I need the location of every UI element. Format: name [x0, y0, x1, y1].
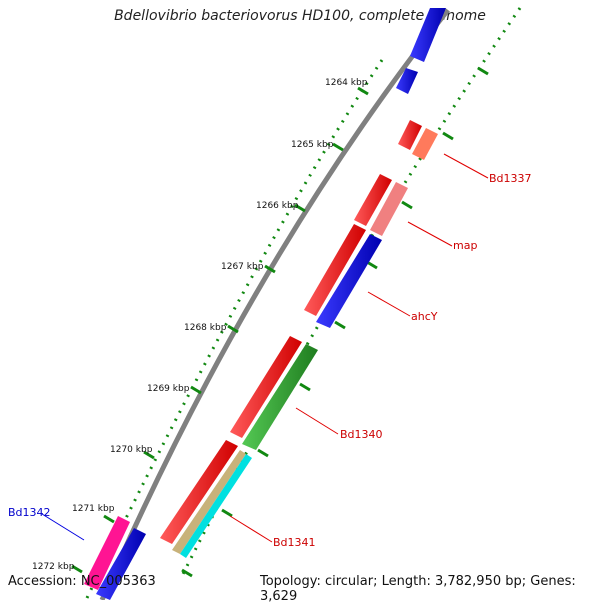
gene-label-bd1340[interactable]: Bd1340 — [340, 428, 383, 441]
gene-arrow-bd1337-red[interactable] — [398, 120, 422, 150]
map-title: Bdellovibrio bacteriovorus HD100, comple… — [114, 8, 486, 24]
leader-map — [407, 221, 453, 247]
tick-label-1265: 1265 kbp — [291, 140, 334, 150]
gene-arrow-ahcy-red[interactable] — [304, 224, 366, 316]
tick-marks — [71, 66, 489, 578]
gene-arrow-bd1340-red[interactable] — [230, 336, 302, 438]
leader-bd1337 — [443, 153, 489, 179]
gene-arrow-map-red[interactable] — [354, 174, 392, 226]
leader-ahcy — [367, 291, 411, 317]
gene-arrow-ahcy-blue[interactable] — [316, 234, 382, 328]
gene-arrow-blue-top[interactable] — [410, 8, 446, 62]
accession-text: Accession: NC_005363 — [8, 574, 156, 589]
gene-arrow-bd1342-blue[interactable] — [96, 528, 146, 600]
leader-bd1340 — [295, 407, 339, 435]
leader-bd1341 — [229, 515, 273, 543]
gene-label-map[interactable]: map — [453, 239, 477, 252]
leader-bd1342 — [41, 513, 85, 541]
tick-label-1272: 1272 kbp — [32, 562, 75, 572]
gene-features — [84, 8, 446, 600]
tick-label-1271: 1271 kbp — [72, 504, 115, 514]
gene-label-bd1337[interactable]: Bd1337 — [489, 172, 532, 185]
gene-arrow-bd1341-red[interactable] — [160, 440, 238, 544]
genome-backbone — [99, 8, 450, 600]
gene-label-bd1342[interactable]: Bd1342 — [8, 506, 51, 519]
gene-arrow-bd1340-green[interactable] — [242, 344, 318, 450]
outer-dotted-track — [84, 59, 384, 600]
tick-label-1268: 1268 kbp — [184, 323, 227, 333]
gene-arrow-bd1337-salmon[interactable] — [412, 128, 438, 160]
tick-label-1269: 1269 kbp — [147, 384, 190, 394]
gene-arrow-bd1341-cyan[interactable] — [180, 454, 252, 558]
gene-arrow-map-pink[interactable] — [370, 182, 408, 236]
tick-label-1264: 1264 kbp — [325, 78, 368, 88]
gene-label-bd1341[interactable]: Bd1341 — [273, 536, 316, 549]
tick-label-1267: 1267 kbp — [221, 262, 264, 272]
gene-arrow-bd1342-magenta[interactable] — [84, 516, 130, 590]
tick-label-1266: 1266 kbp — [256, 201, 299, 211]
gene-arrow-bd1341-tan[interactable] — [172, 450, 246, 554]
gene-label-ahcy[interactable]: ahcY — [411, 310, 438, 323]
tick-label-1270: 1270 kbp — [110, 445, 153, 455]
gene-arrow-blue-small[interactable] — [396, 68, 418, 94]
